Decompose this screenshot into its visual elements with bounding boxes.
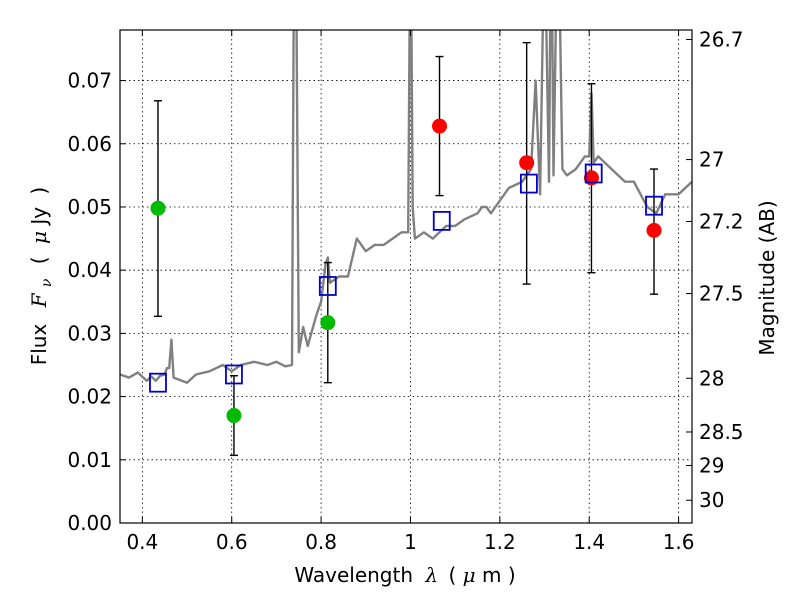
y-axis-label-prefix: Flux	[27, 324, 51, 366]
axis-ticks: 0.4 0.6 0.8 1 1.2 1.4 1.6 0.00 0.01 0.02 0.03 0.04 0…	[67, 27, 743, 554]
x-tick-label: 1.4	[573, 530, 605, 554]
x-axis-label-open: (	[448, 563, 456, 587]
y2-tick-label: 28	[699, 366, 724, 390]
spectrum-line	[120, 30, 692, 384]
x-tick-label: 1.6	[663, 530, 695, 554]
y2-axis-label: Magnitude (AB)	[755, 200, 779, 355]
model-point	[645, 195, 663, 216]
x-axis-label-symbol: λ	[424, 563, 438, 587]
model-point	[519, 173, 538, 194]
x-axis-label: Wavelength λ ( μ m )	[294, 563, 515, 587]
y2-tick-label: 27.2	[699, 210, 744, 234]
data-point	[150, 200, 166, 216]
y2-tick-label: 28.5	[699, 420, 744, 444]
data-point	[583, 170, 599, 186]
model-point	[225, 364, 243, 385]
x-tick-label: 1	[404, 530, 417, 554]
x-axis-label-prefix: Wavelength	[294, 563, 413, 587]
y-tick-label: 0.05	[67, 195, 112, 219]
model-point	[149, 372, 167, 393]
x-tick-label: 0.4	[126, 530, 158, 554]
y-tick-label: 0.06	[67, 132, 112, 156]
y2-tick-label: 29	[699, 453, 724, 477]
y-axis-label-unit-prefix: μ	[27, 231, 51, 244]
y-tick-label: 0.02	[67, 385, 112, 409]
y-tick-label: 0.01	[67, 448, 112, 472]
x-axis-label-unit: m	[482, 563, 501, 587]
x-axis-label-close: )	[508, 563, 516, 587]
y2-tick-label: 30	[699, 488, 724, 512]
model-point	[432, 210, 451, 231]
y-axis-label-unit: Jy	[27, 207, 51, 227]
data-point	[226, 408, 242, 424]
y-tick-label: 0.07	[67, 69, 112, 93]
y2-tick-label: 27	[699, 148, 724, 172]
model-point	[584, 163, 603, 184]
y-axis-label-symbol-sub: ν	[39, 278, 55, 287]
spectrum-layer	[120, 30, 692, 384]
data-point	[320, 315, 336, 331]
y-axis-label-open: (	[27, 256, 51, 264]
x-tick-label: 0.8	[305, 530, 337, 554]
data-point	[519, 155, 535, 171]
y-tick-label: 0.04	[67, 258, 112, 282]
plot-frame	[119, 29, 693, 524]
data-point	[432, 118, 448, 134]
model-point	[318, 276, 337, 296]
marker-layer	[149, 118, 663, 424]
x-tick-label: 1.2	[484, 530, 516, 554]
y-axis-label: Flux F ν ( μ Jy )	[27, 187, 56, 366]
y2-tick-label: 27.5	[699, 282, 744, 306]
data-point	[646, 222, 662, 238]
x-tick-label: 0.6	[216, 530, 248, 554]
grid-lines	[120, 30, 692, 523]
y-axis-label-symbol: F	[27, 292, 51, 308]
y-tick-label: 0.00	[67, 511, 112, 535]
y-axis-label-close: )	[27, 187, 51, 195]
x-axis-label-unit-prefix: μ	[463, 563, 476, 587]
y-tick-label: 0.03	[67, 321, 112, 345]
y2-tick-label: 26.7	[699, 27, 744, 51]
